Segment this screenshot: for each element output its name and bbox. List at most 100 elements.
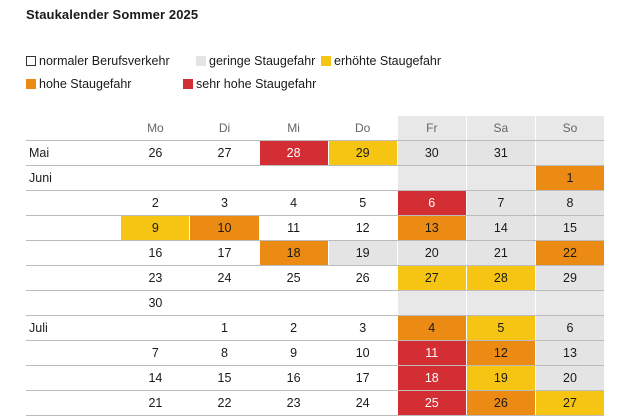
day-cell: 13 <box>396 216 466 240</box>
month-label: Juli <box>29 321 48 335</box>
day-cell: 5 <box>465 316 535 340</box>
empty-day-cell <box>327 166 397 190</box>
calendar-row: 14 15 16 17 18 19 20 <box>26 366 605 391</box>
day-cell: 14 <box>465 216 535 240</box>
day-cell: 24 <box>189 266 258 290</box>
day-cell: 23 <box>120 266 189 290</box>
day-cell: 6 <box>534 316 605 340</box>
day-cell: 17 <box>189 241 258 265</box>
weekday-fr: Fr <box>396 116 466 140</box>
empty-day-cell <box>534 291 605 315</box>
day-cell: 27 <box>534 391 605 415</box>
calendar-body: Mai 26 27 28 29 30 31 Juni 1 2 3 4 5 6 7 8 9 10 11 12 13 14 15… <box>26 141 605 416</box>
empty-day-cell <box>258 291 328 315</box>
day-cell: 1 <box>534 166 605 190</box>
empty-day-cell <box>465 291 535 315</box>
day-cell: 3 <box>189 191 258 215</box>
day-cell: 12 <box>465 341 535 365</box>
day-cell: 29 <box>327 141 397 165</box>
calendar-row: Mai 26 27 28 29 30 31 <box>26 141 605 166</box>
month-label <box>26 366 120 390</box>
calendar-row: 9 10 11 12 13 14 15 <box>26 216 605 241</box>
legend-item-high: hohe Staugefahr <box>26 77 186 91</box>
day-cell: 22 <box>189 391 258 415</box>
legend-item-elevated: erhöhte Staugefahr <box>321 54 441 68</box>
legend-row-2: hohe Staugefahr sehr hohe Staugefahr <box>26 75 453 92</box>
calendar-row: Juni 1 <box>26 166 605 191</box>
day-cell: 4 <box>396 316 466 340</box>
calendar-row: 30 <box>26 291 605 316</box>
legend-swatch-normal <box>26 55 36 66</box>
day-cell: 19 <box>327 241 397 265</box>
day-cell: 28 <box>465 266 535 290</box>
empty-day-cell <box>465 166 535 190</box>
day-cell: 31 <box>465 141 535 165</box>
legend-swatch-very-high <box>183 78 193 89</box>
legend-swatch-elevated <box>321 55 331 66</box>
day-cell: 4 <box>258 191 328 215</box>
day-cell: 6 <box>396 191 466 215</box>
day-cell: 21 <box>120 391 189 415</box>
day-cell: 26 <box>120 141 189 165</box>
empty-day-cell <box>120 316 189 340</box>
month-label <box>26 216 120 240</box>
legend-swatch-low <box>196 55 206 66</box>
month-label <box>26 391 120 415</box>
day-cell: 20 <box>396 241 466 265</box>
weekday-so: So <box>534 116 605 140</box>
weekday-header: Mo Di Mi Do Fr Sa So <box>26 116 605 141</box>
weekday-mo: Mo <box>120 116 189 140</box>
day-cell: 24 <box>327 391 397 415</box>
day-cell: 15 <box>189 366 258 390</box>
empty-day-cell <box>327 291 397 315</box>
calendar-row: 21 22 23 24 25 26 27 <box>26 391 605 416</box>
day-cell: 8 <box>189 341 258 365</box>
day-cell: 2 <box>120 191 189 215</box>
legend-item-very-high: sehr hohe Staugefahr <box>183 77 316 91</box>
month-label <box>26 266 120 290</box>
month-label <box>26 241 120 265</box>
day-cell: 30 <box>120 291 189 315</box>
day-cell: 25 <box>258 266 328 290</box>
day-cell: 16 <box>120 241 189 265</box>
day-cell: 17 <box>327 366 397 390</box>
day-cell: 16 <box>258 366 328 390</box>
day-cell: 7 <box>120 341 189 365</box>
legend: normaler Berufsverkehr geringe Staugefah… <box>26 52 453 98</box>
day-cell: 12 <box>327 216 397 240</box>
day-cell: 13 <box>534 341 605 365</box>
legend-label-normal: normaler Berufsverkehr <box>39 53 170 68</box>
legend-item-normal: normaler Berufsverkehr <box>26 54 186 68</box>
empty-day-cell <box>258 166 328 190</box>
day-cell: 9 <box>120 216 190 240</box>
empty-day-cell <box>396 166 466 190</box>
legend-label-elevated: erhöhte Staugefahr <box>334 53 442 68</box>
day-cell: 18 <box>396 366 466 390</box>
weekday-sa: Sa <box>465 116 535 140</box>
day-cell: 22 <box>534 241 605 265</box>
empty-day-cell <box>396 291 466 315</box>
month-label <box>26 341 120 365</box>
month-label: Mai <box>29 146 50 160</box>
day-cell: 2 <box>258 316 328 340</box>
month-label <box>26 191 120 215</box>
day-cell: 27 <box>189 141 258 165</box>
empty-day-cell <box>534 141 605 165</box>
day-cell: 3 <box>327 316 397 340</box>
stau-calendar: Mo Di Mi Do Fr Sa So Mai 26 27 28 29 30 31 Juni… <box>26 116 605 416</box>
legend-label-low: geringe Staugefahr <box>209 53 316 68</box>
day-cell: 20 <box>534 366 605 390</box>
legend-swatch-high <box>26 78 36 89</box>
header-spacer <box>26 116 120 140</box>
calendar-row: 7 8 9 10 11 12 13 <box>26 341 605 366</box>
day-cell: 29 <box>534 266 605 290</box>
day-cell: 19 <box>465 366 535 390</box>
day-cell: 21 <box>465 241 535 265</box>
calendar-row: 23 24 25 26 27 28 29 <box>26 266 605 291</box>
empty-day-cell <box>189 291 258 315</box>
day-cell: 10 <box>327 341 397 365</box>
legend-row-1: normaler Berufsverkehr geringe Staugefah… <box>26 52 453 69</box>
legend-label-high: hohe Staugefahr <box>39 76 132 91</box>
day-cell: 14 <box>120 366 189 390</box>
day-cell: 5 <box>327 191 397 215</box>
